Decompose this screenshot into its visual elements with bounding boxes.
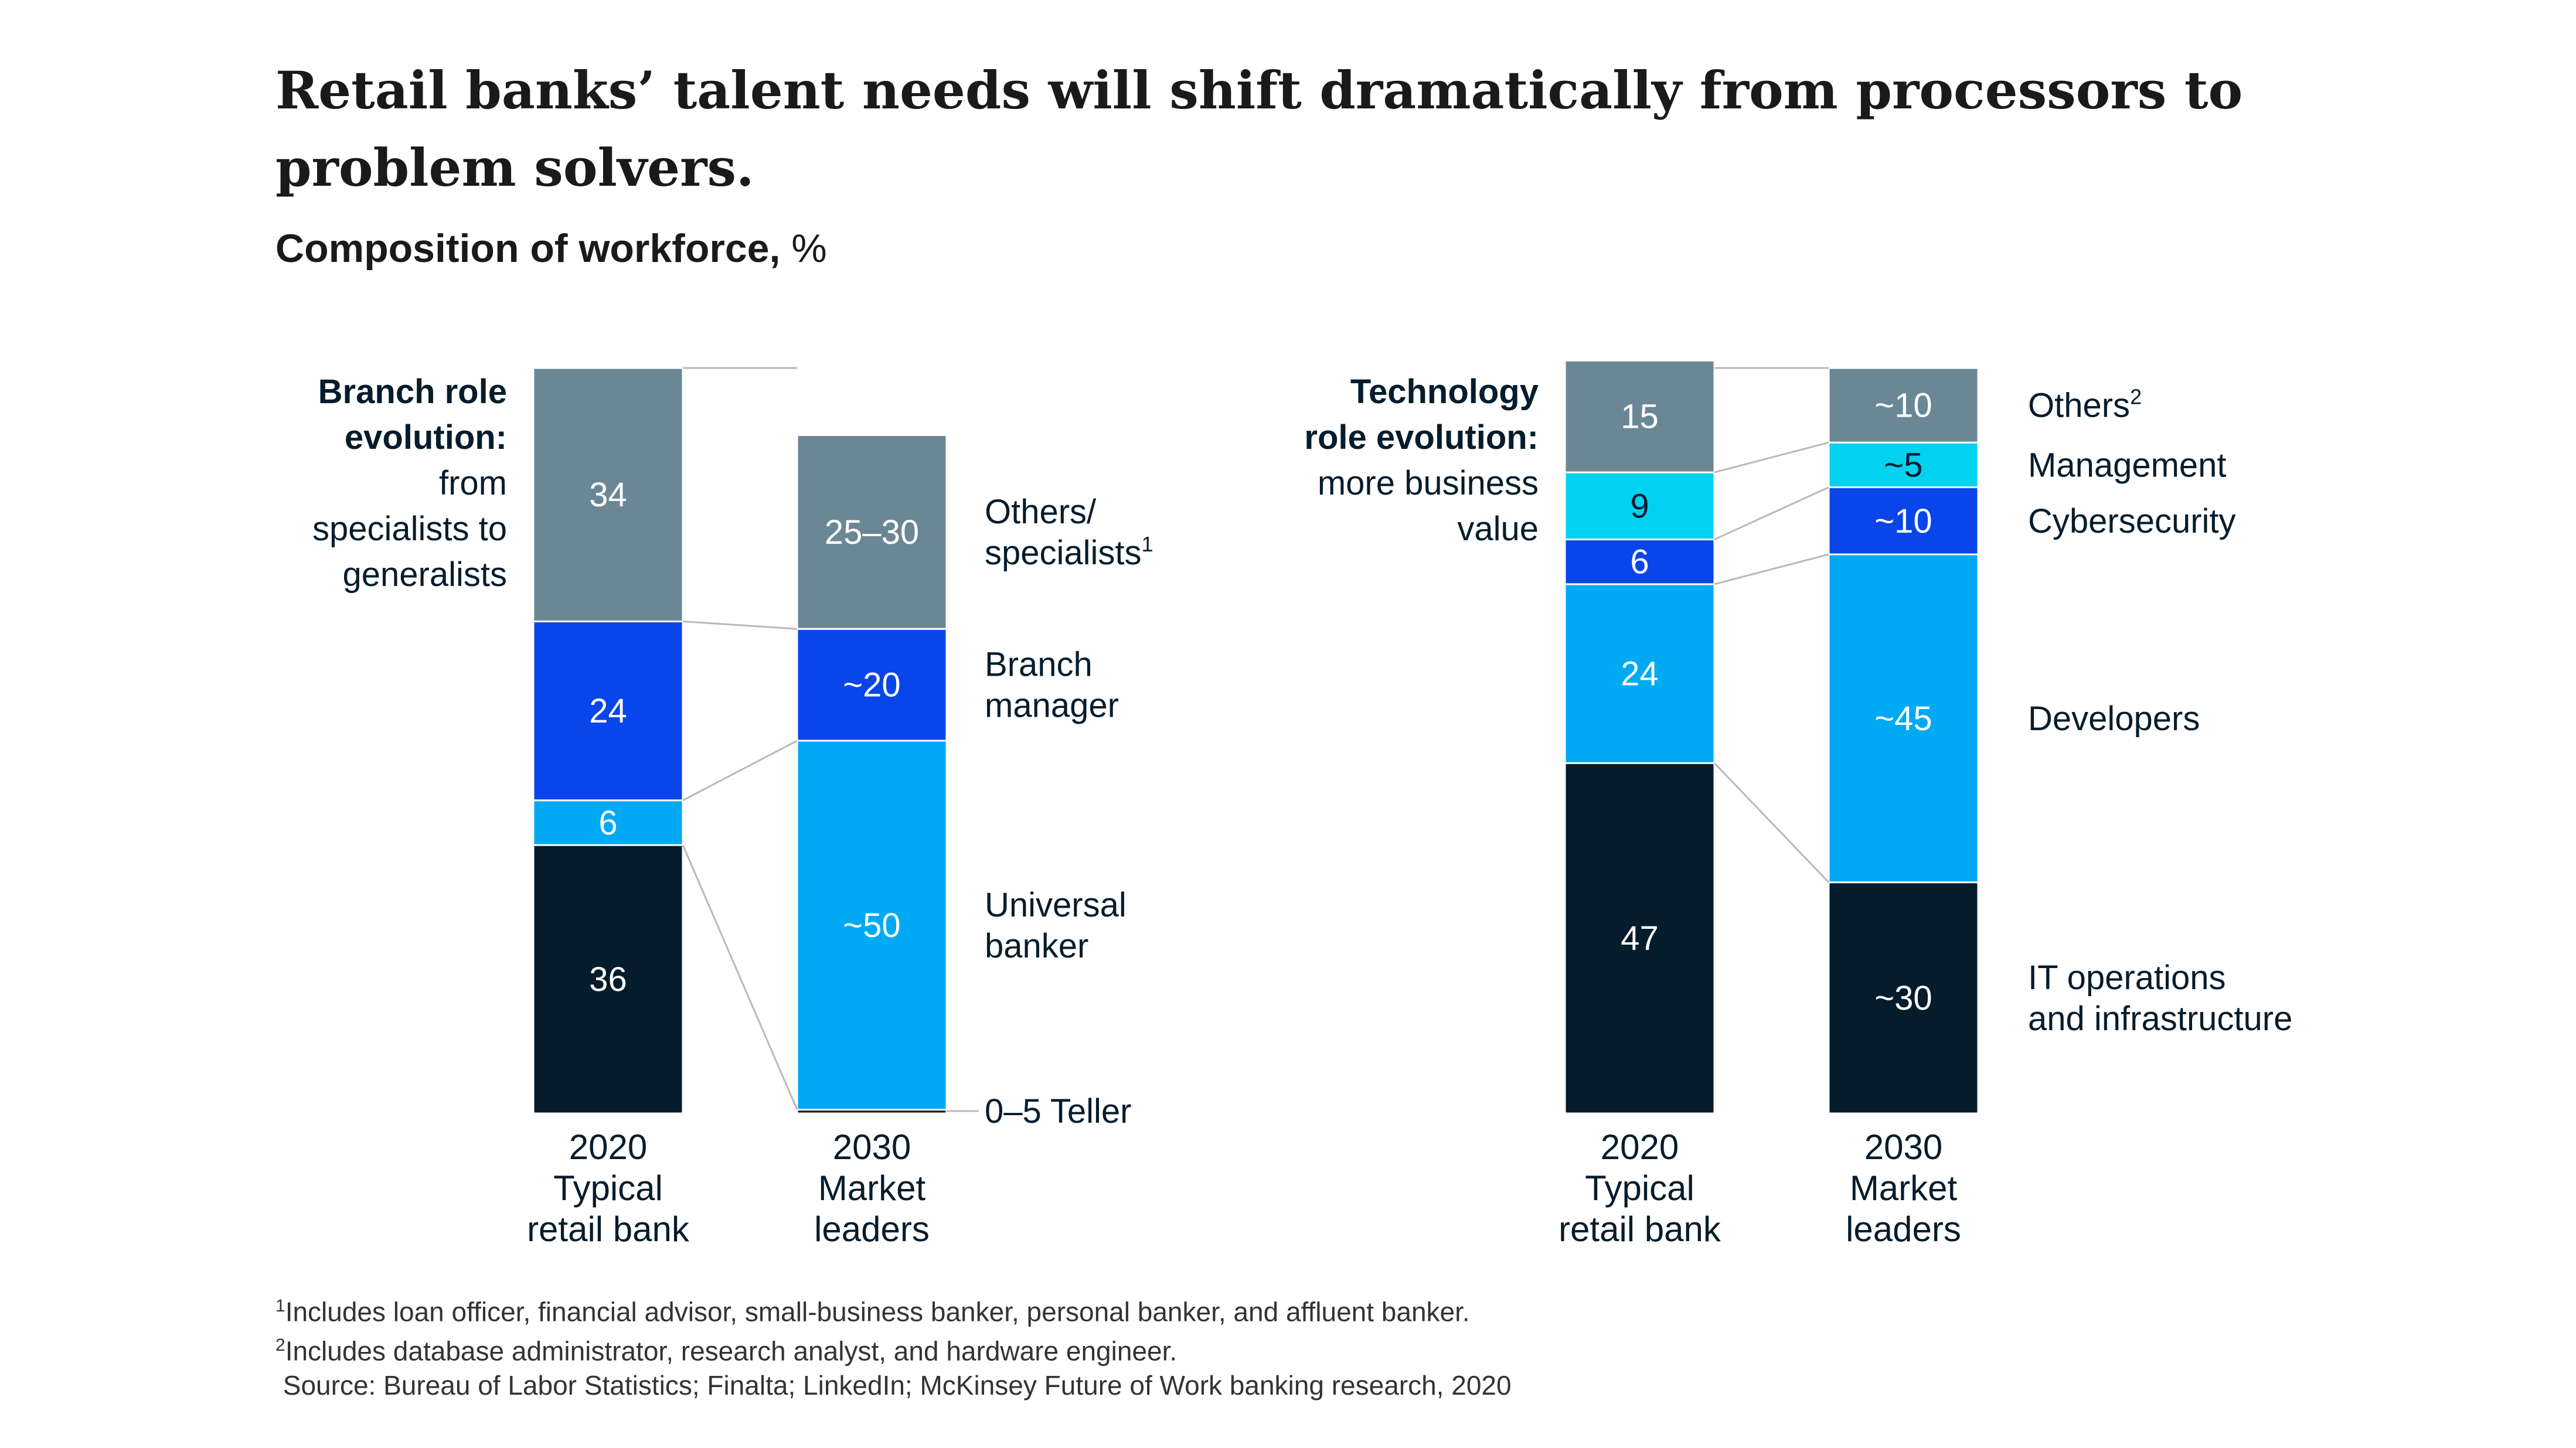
bar-segment-others-1 xyxy=(796,434,948,630)
bar-segment-it-1 xyxy=(1828,881,1979,1115)
side-label-bold-1: role evolution: xyxy=(1304,418,1539,456)
legend-label-developers-0: Developers xyxy=(2028,700,2200,738)
footnote-2: 2Includes database administrator, resear… xyxy=(275,1328,1512,1368)
data-label-others-0: 34 xyxy=(589,476,627,514)
side-label-bold-1: evolution: xyxy=(345,418,507,456)
data-label-manager-0: 24 xyxy=(589,692,627,730)
data-label-cyber-1: ~10 xyxy=(1874,502,1932,540)
data-label-universal-0: 6 xyxy=(598,804,617,842)
category-label-0-2: retail bank xyxy=(1558,1209,1721,1249)
source-note: Source: Bureau of Labor Statistics; Fina… xyxy=(275,1368,1512,1402)
source-text: Source: Bureau of Labor Statistics; Fina… xyxy=(283,1369,1512,1401)
legend-label-it-1: and infrastructure xyxy=(2028,1000,2292,1038)
data-label-others-0: 15 xyxy=(1621,398,1659,436)
category-label-1-1: Market xyxy=(818,1168,926,1208)
legend-label-others-0: Others/ xyxy=(985,493,1097,531)
legend-label-others-0: Others2 xyxy=(2028,385,2142,425)
legend-footnote-mark: 2 xyxy=(2130,385,2142,409)
data-label-developers-1: ~45 xyxy=(1874,700,1932,738)
category-label-0-0: 2020 xyxy=(569,1127,647,1167)
subtitle-unit: % xyxy=(791,226,827,271)
connector-developers xyxy=(1714,553,1829,585)
bar-segment-management-0 xyxy=(1564,471,1716,541)
footnote-1: 1Includes loan officer, financial adviso… xyxy=(275,1289,1512,1328)
footnote-2-mark: 2 xyxy=(275,1335,285,1355)
category-label-1-2: leaders xyxy=(1846,1209,1961,1249)
side-label-bold-0: Technology xyxy=(1350,373,1539,411)
bar-segment-universal-1 xyxy=(796,740,948,1111)
category-label-1-0: 2030 xyxy=(833,1127,911,1167)
bar-segment-developers-1 xyxy=(1828,553,1979,884)
data-label-manager-1: ~20 xyxy=(843,666,900,704)
side-label-3: specialists to xyxy=(312,510,507,548)
connector-it xyxy=(1713,762,1830,883)
footnotes: 1Includes loan officer, financial adviso… xyxy=(275,1289,1512,1402)
bar-segment-others-1 xyxy=(1828,367,1979,444)
data-label-it-1: ~30 xyxy=(1874,979,1932,1017)
legend-label-teller-0: 0–5 Teller xyxy=(985,1092,1131,1130)
data-label-teller-0: 36 xyxy=(589,960,627,999)
bar-segment-it-0 xyxy=(1564,762,1716,1115)
connector-teller xyxy=(682,844,798,1110)
legend-label-manager-1: manager xyxy=(985,687,1119,725)
bar-segment-developers-0 xyxy=(1564,583,1716,764)
data-label-others-1: ~10 xyxy=(1874,387,1932,425)
chart-title: Retail banks’ talent needs will shift dr… xyxy=(275,60,2243,198)
legend-label-cyber-0: Cybersecurity xyxy=(2028,502,2236,540)
category-label-1-1: Market xyxy=(1850,1168,1958,1208)
bar-segment-manager-1 xyxy=(796,628,948,742)
connector-universal xyxy=(682,740,798,802)
legend-label-it-0: IT operations xyxy=(2028,959,2225,997)
data-label-developers-0: 24 xyxy=(1621,655,1659,693)
category-label-0-2: retail bank xyxy=(527,1209,690,1249)
data-label-management-0: 9 xyxy=(1630,487,1649,525)
connector-management xyxy=(1714,441,1829,473)
footnote-1-mark: 1 xyxy=(275,1296,285,1316)
data-label-universal-1: ~50 xyxy=(843,907,900,945)
legend-footnote-mark: 1 xyxy=(1142,532,1153,556)
bar-segment-cyber-1 xyxy=(1828,486,1979,556)
legend-label-manager-0: Branch xyxy=(985,646,1093,684)
subtitle-bold: Composition of workforce, xyxy=(275,226,781,271)
side-label-2: more business xyxy=(1318,464,1539,502)
legend-label-universal-1: banker xyxy=(985,927,1088,965)
footnote-2-text: Includes database administrator, researc… xyxy=(285,1335,1178,1367)
side-label-4: generalists xyxy=(343,556,507,594)
side-label-3: value xyxy=(1457,510,1539,548)
category-label-1-0: 2030 xyxy=(1864,1127,1942,1167)
chart-subtitle: Composition of workforce, % xyxy=(275,226,827,271)
bar-segment-management-1 xyxy=(1828,441,1979,489)
data-label-cyber-0: 6 xyxy=(1630,543,1649,581)
data-label-others-1: 25–30 xyxy=(825,513,919,551)
legend-label-others-1: specialists1 xyxy=(985,532,1153,572)
bar-segment-others-0 xyxy=(1564,359,1716,473)
category-label-0-0: 2020 xyxy=(1601,1127,1679,1167)
side-label-2: from xyxy=(439,464,507,502)
data-label-management-1: ~5 xyxy=(1884,446,1922,484)
category-label-0-1: Typical xyxy=(1585,1168,1694,1208)
connector-manager xyxy=(682,620,798,630)
category-label-0-1: Typical xyxy=(553,1168,663,1208)
legend-label-universal-0: Universal xyxy=(985,886,1127,924)
connector-cyber xyxy=(1714,486,1829,540)
side-label-bold-0: Branch role xyxy=(318,373,507,411)
bar-segment-teller-0 xyxy=(532,844,684,1115)
category-label-1-2: leaders xyxy=(814,1209,930,1249)
legend-label-management-0: Management xyxy=(2028,446,2227,484)
data-label-it-0: 47 xyxy=(1621,919,1659,958)
bar-segment-cyber-0 xyxy=(1564,539,1716,585)
footnote-1-text: Includes loan officer, financial advisor… xyxy=(285,1296,1470,1327)
bar-segment-others-0 xyxy=(532,367,684,622)
